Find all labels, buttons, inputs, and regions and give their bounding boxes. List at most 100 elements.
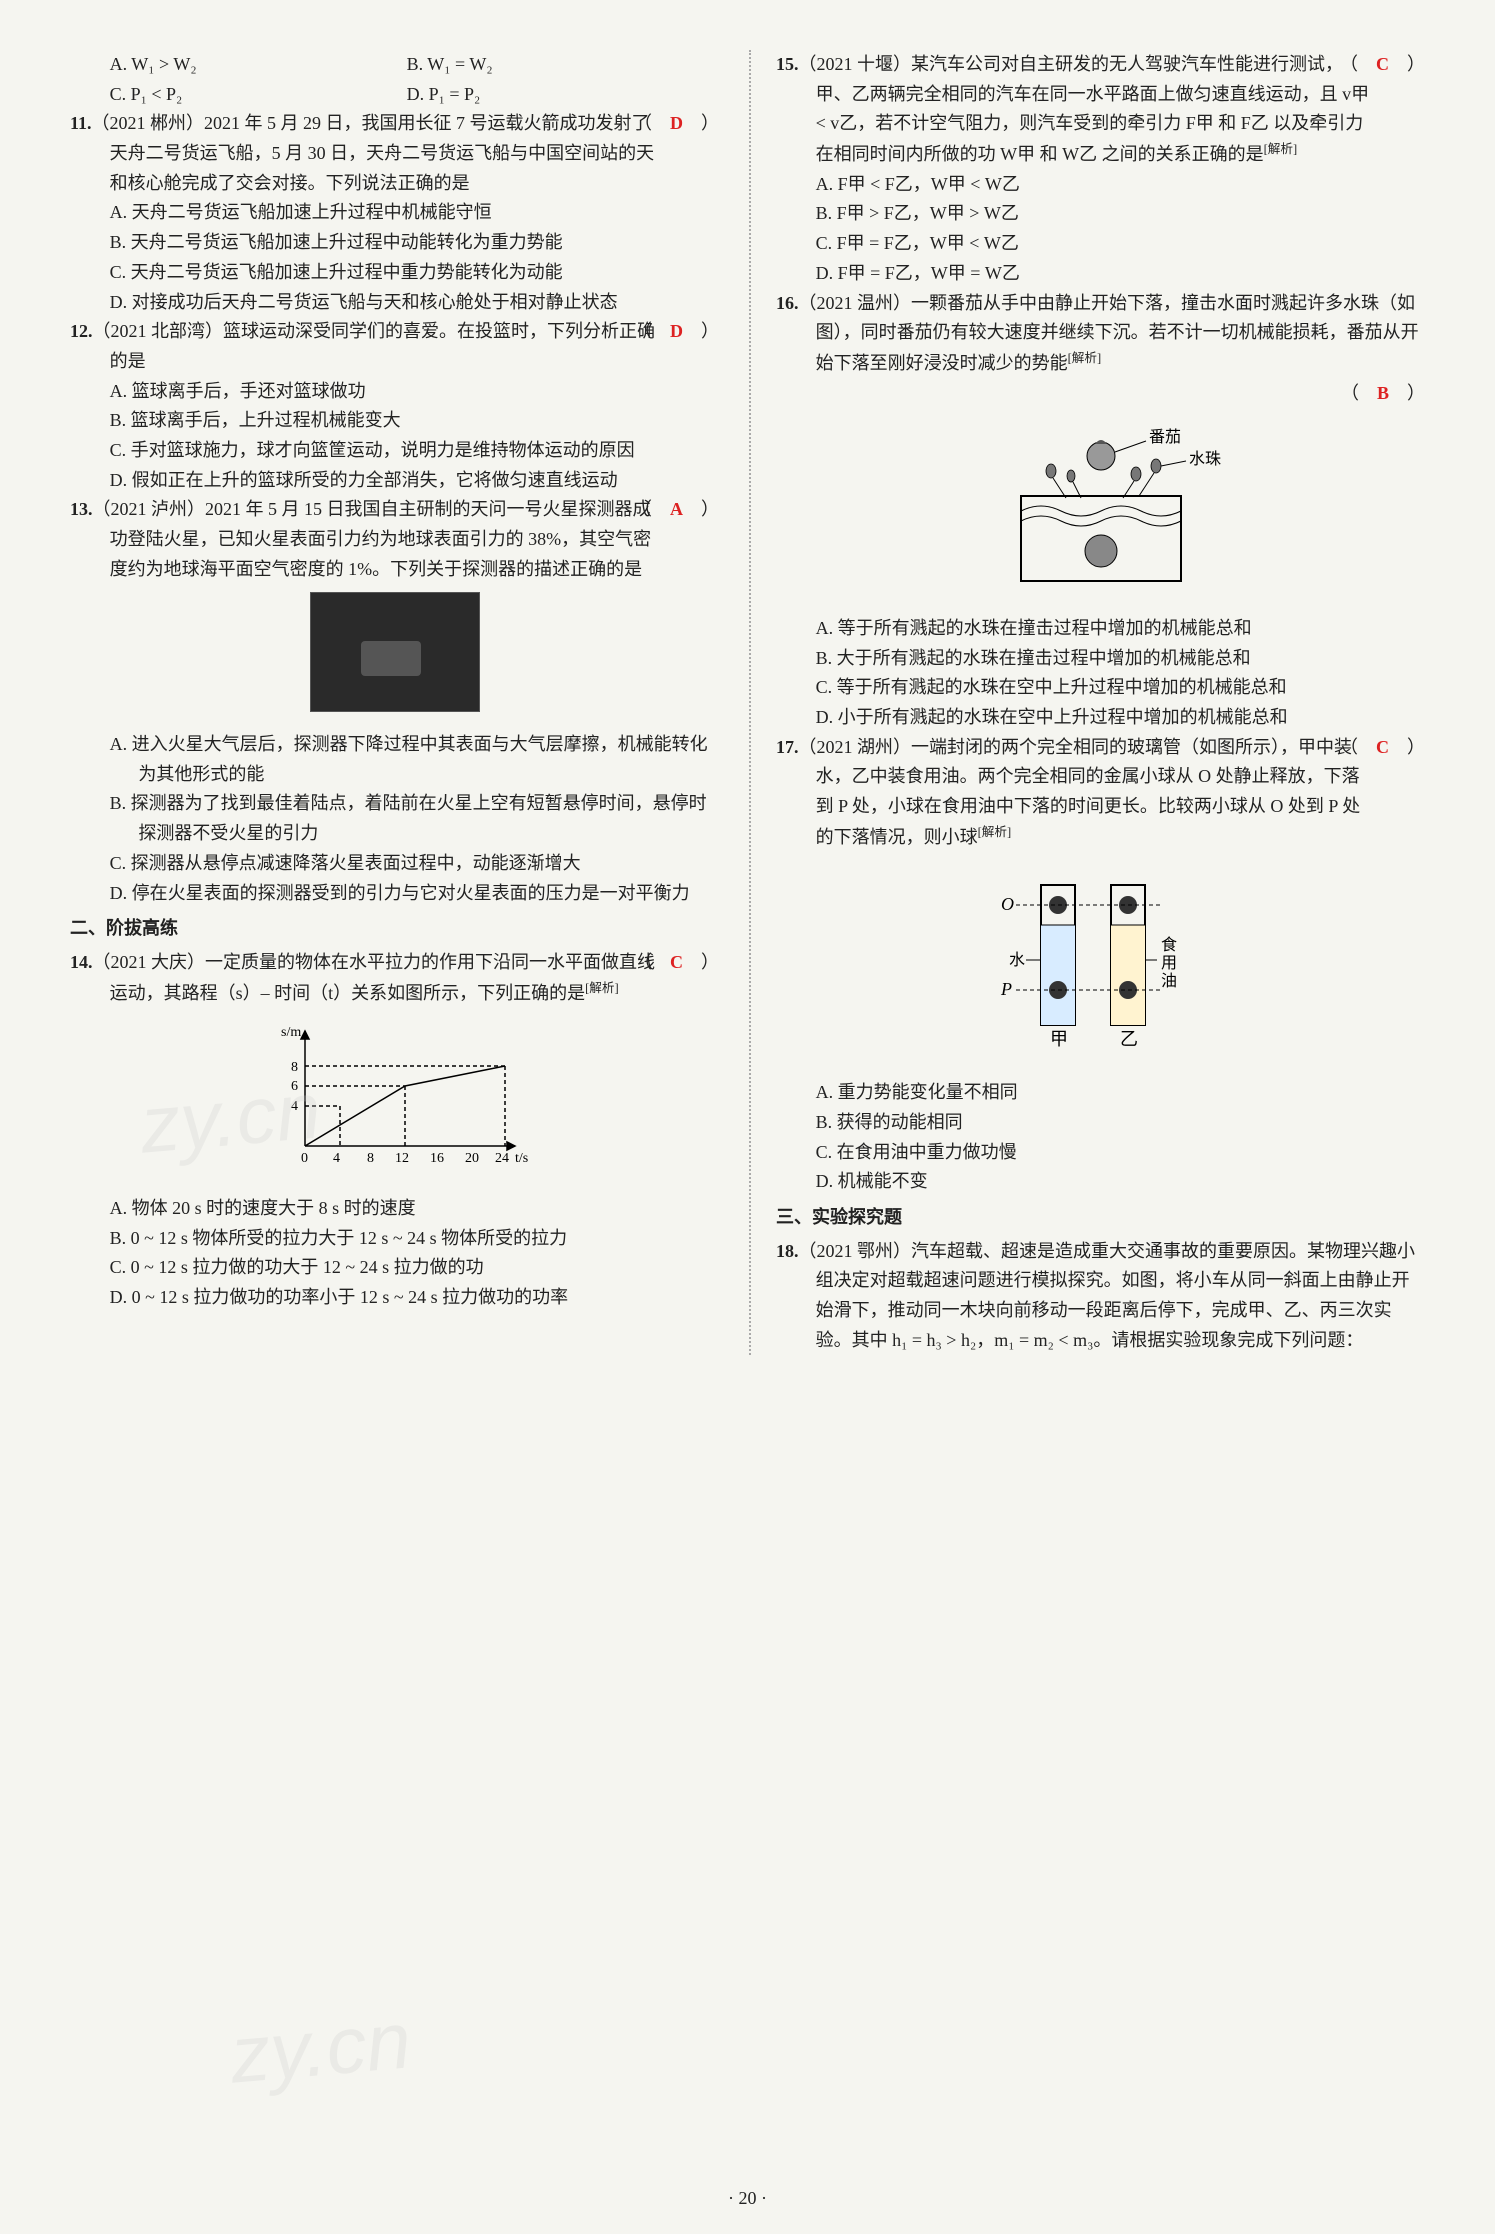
q17-opt-d: D. 机械能不变 bbox=[776, 1167, 1425, 1197]
label-oil-3: 油 bbox=[1161, 972, 1177, 990]
svg-text:4: 4 bbox=[333, 1151, 340, 1166]
svg-text:4: 4 bbox=[291, 1099, 298, 1114]
q12-answer-bracket: （ D ） bbox=[664, 317, 719, 347]
tomato-splash-svg: 番茄 水珠 bbox=[971, 416, 1231, 596]
q11-answer-bracket: （ D ） bbox=[664, 109, 719, 139]
q16-answer: B bbox=[1377, 383, 1389, 403]
q13-opt-c: C. 探测器从悬停点减速降落火星表面过程中，动能逐渐增大 bbox=[70, 849, 719, 879]
q13-text: （2021 泸州）2021 年 5 月 15 日我国自主研制的天问一号火星探测器… bbox=[93, 499, 652, 578]
q15-opt-b: B. F甲 > F乙，W甲 > W乙 bbox=[776, 199, 1425, 229]
svg-text:P: P bbox=[1000, 979, 1012, 999]
q14-answer-bracket: （ C ） bbox=[664, 948, 719, 978]
q10-opt-c: C. P₁ < P₂ bbox=[110, 80, 403, 110]
q11-opt-b: B. 天舟二号货运飞船加速上升过程中动能转化为重力势能 bbox=[70, 228, 719, 258]
q17-stem: 17.（2021 湖州）一端封闭的两个完全相同的玻璃管（如图所示），甲中装水，乙… bbox=[776, 733, 1425, 853]
section-2-header: 二、阶拔高练 bbox=[70, 914, 719, 944]
label-jia: 甲 bbox=[1050, 1029, 1068, 1049]
column-right: 15.（2021 十堰）某汽车公司对自主研发的无人驾驶汽车性能进行测试，甲、乙两… bbox=[749, 50, 1425, 1355]
q17-answer: C bbox=[1376, 737, 1389, 757]
q14-opt-b: B. 0 ~ 12 s 物体所受的拉力大于 12 s ~ 24 s 物体所受的拉… bbox=[70, 1224, 719, 1254]
q13-figure bbox=[70, 592, 719, 722]
q11-opt-d: D. 对接成功后天舟二号货运飞船与天和核心舱处于相对静止状态 bbox=[70, 288, 719, 318]
q10-opt-b: B. W₁ = W₂ bbox=[407, 54, 493, 74]
q14-text: （2021 大庆）一定质量的物体在水平拉力的作用下沿同一水平面做直线运动，其路程… bbox=[93, 952, 656, 1003]
q11-opt-c: C. 天舟二号货运飞船加速上升过程中重力势能转化为动能 bbox=[70, 258, 719, 288]
q18-text: （2021 鄂州）汽车超载、超速是造成重大交通事故的重要原因。某物理兴趣小组决定… bbox=[799, 1241, 1416, 1350]
q14-opt-a: A. 物体 20 s 时的速度大于 8 s 时的速度 bbox=[70, 1194, 719, 1224]
q17-text: （2021 湖州）一端封闭的两个完全相同的玻璃管（如图所示），甲中装水，乙中装食… bbox=[799, 737, 1361, 847]
q17-num: 17. bbox=[776, 737, 799, 757]
svg-text:0: 0 bbox=[301, 1151, 308, 1166]
q12-text: （2021 北部湾）篮球运动深受同学们的喜爱。在投篮时，下列分析正确的是 bbox=[93, 321, 656, 371]
q11-answer: D bbox=[670, 113, 683, 133]
q16-answer-line: （ B ） bbox=[776, 379, 1425, 409]
q13-stem: 13.（2021 泸州）2021 年 5 月 15 日我国自主研制的天问一号火星… bbox=[70, 495, 719, 584]
label-water: 水 bbox=[1009, 951, 1025, 969]
label-oil-1: 食 bbox=[1161, 936, 1177, 954]
q12-num: 12. bbox=[70, 321, 93, 341]
svg-text:16: 16 bbox=[430, 1151, 444, 1166]
q18-stem: 18.（2021 鄂州）汽车超载、超速是造成重大交通事故的重要原因。某物理兴趣小… bbox=[776, 1237, 1425, 1356]
column-left: A. W₁ > W₂ B. W₁ = W₂ C. P₁ < P₂ D. P₁ =… bbox=[70, 50, 719, 1355]
q14-note: [解析] bbox=[585, 981, 619, 995]
svg-text:24: 24 bbox=[495, 1151, 509, 1166]
q15-answer: C bbox=[1376, 54, 1389, 74]
section-3-header: 三、实验探究题 bbox=[776, 1203, 1425, 1233]
q14-opt-d: D. 0 ~ 12 s 拉力做功的功率小于 12 s ~ 24 s 拉力做功的功… bbox=[70, 1283, 719, 1313]
st-chart-svg: s/m 8 6 4 0 4 8 12 16 20 24 t/s bbox=[255, 1016, 535, 1176]
svg-text:8: 8 bbox=[367, 1151, 374, 1166]
q10-options: A. W₁ > W₂ B. W₁ = W₂ C. P₁ < P₂ D. P₁ =… bbox=[70, 50, 719, 109]
q15-stem: 15.（2021 十堰）某汽车公司对自主研发的无人驾驶汽车性能进行测试，甲、乙两… bbox=[776, 50, 1425, 170]
page-number: · 20 · bbox=[0, 2183, 1495, 2214]
q16-opt-c: C. 等于所有溅起的水珠在空中上升过程中增加的机械能总和 bbox=[776, 673, 1425, 703]
svg-text:s/m: s/m bbox=[281, 1025, 301, 1040]
q11-stem: 11.（2021 郴州）2021 年 5 月 29 日，我国用长征 7 号运载火… bbox=[70, 109, 719, 198]
q17-opt-b: B. 获得的动能相同 bbox=[776, 1108, 1425, 1138]
tubes-svg: O P 水 食 用 油 甲 乙 bbox=[951, 860, 1251, 1060]
q16-num: 16. bbox=[776, 293, 799, 313]
q12-opt-d: D. 假如正在上升的篮球所受的力全部消失，它将做匀速直线运动 bbox=[70, 466, 719, 496]
q13-answer-bracket: （ A ） bbox=[664, 495, 719, 525]
q17-answer-bracket: （ C ） bbox=[1370, 733, 1425, 763]
q15-opt-c: C. F甲 = F乙，W甲 < W乙 bbox=[776, 229, 1425, 259]
label-drop: 水珠 bbox=[1189, 450, 1221, 468]
q16-text: （2021 温州）一颗番茄从手中由静止开始下落，撞击水面时溅起许多水珠（如图），… bbox=[799, 293, 1419, 373]
q12-opt-c: C. 手对篮球施力，球才向篮筐运动，说明力是维持物体运动的原因 bbox=[70, 436, 719, 466]
q16-opt-b: B. 大于所有溅起的水珠在撞击过程中增加的机械能总和 bbox=[776, 644, 1425, 674]
q14-chart: s/m 8 6 4 0 4 8 12 16 20 24 t/s bbox=[70, 1016, 719, 1186]
q15-num: 15. bbox=[776, 54, 799, 74]
q17-figure: O P 水 食 用 油 甲 乙 bbox=[776, 860, 1425, 1070]
q17-opt-a: A. 重力势能变化量不相同 bbox=[776, 1078, 1425, 1108]
q11-num: 11. bbox=[70, 113, 92, 133]
q11-text: （2021 郴州）2021 年 5 月 29 日，我国用长征 7 号运载火箭成功… bbox=[92, 113, 655, 192]
q18-num: 18. bbox=[776, 1241, 799, 1261]
svg-text:8: 8 bbox=[291, 1060, 298, 1075]
q14-answer: C bbox=[670, 952, 683, 972]
q15-opt-d: D. F甲 = F乙，W甲 = W乙 bbox=[776, 259, 1425, 289]
label-yi: 乙 bbox=[1120, 1029, 1138, 1049]
q16-opt-a: A. 等于所有溅起的水珠在撞击过程中增加的机械能总和 bbox=[776, 614, 1425, 644]
q16-figure: 番茄 水珠 bbox=[776, 416, 1425, 606]
q15-opt-a: A. F甲 < F乙，W甲 < W乙 bbox=[776, 170, 1425, 200]
q13-answer: A bbox=[670, 499, 683, 519]
q17-opt-c: C. 在食用油中重力做功慢 bbox=[776, 1138, 1425, 1168]
watermark: zy.cn bbox=[224, 1972, 416, 2123]
q13-opt-a: A. 进入火星大气层后，探测器下降过程中其表面与大气层摩擦，机械能转化为其他形式… bbox=[70, 730, 719, 789]
q17-note: [解析] bbox=[978, 825, 1012, 839]
svg-text:6: 6 bbox=[291, 1079, 298, 1094]
q13-opt-d: D. 停在火星表面的探测器受到的引力与它对火星表面的压力是一对平衡力 bbox=[70, 879, 719, 909]
q14-opt-c: C. 0 ~ 12 s 拉力做的功大于 12 ~ 24 s 拉力做的功 bbox=[70, 1253, 719, 1283]
q15-note: [解析] bbox=[1264, 142, 1298, 156]
svg-text:O: O bbox=[1001, 894, 1014, 914]
mars-rover-image bbox=[310, 592, 480, 712]
q12-stem: 12.（2021 北部湾）篮球运动深受同学们的喜爱。在投篮时，下列分析正确的是 … bbox=[70, 317, 719, 376]
q15-answer-bracket: （ C ） bbox=[1370, 50, 1425, 80]
svg-text:20: 20 bbox=[465, 1151, 479, 1166]
q12-opt-a: A. 篮球离手后，手还对篮球做功 bbox=[70, 377, 719, 407]
q13-num: 13. bbox=[70, 499, 93, 519]
q12-answer: D bbox=[670, 321, 683, 341]
q14-num: 14. bbox=[70, 952, 93, 972]
q14-stem: 14.（2021 大庆）一定质量的物体在水平拉力的作用下沿同一水平面做直线运动，… bbox=[70, 948, 719, 1008]
q13-opt-b: B. 探测器为了找到最佳着陆点，着陆前在火星上空有短暂悬停时间，悬停时探测器不受… bbox=[70, 789, 719, 848]
q16-stem: 16.（2021 温州）一颗番茄从手中由静止开始下落，撞击水面时溅起许多水珠（如… bbox=[776, 289, 1425, 379]
